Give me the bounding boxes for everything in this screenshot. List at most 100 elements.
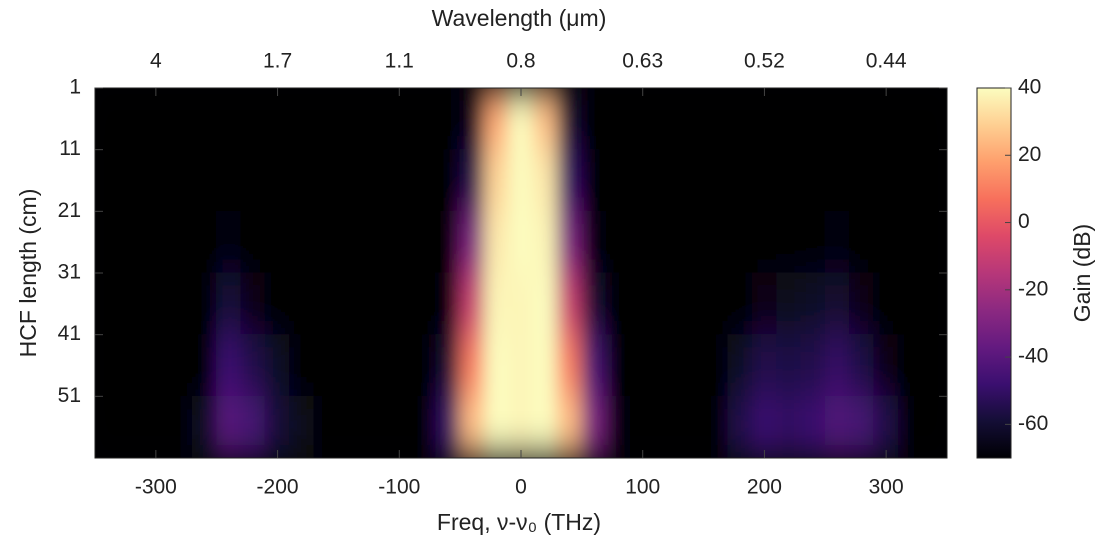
x2-tick-label: 0.44 xyxy=(866,50,907,73)
heatmap-cell xyxy=(630,149,656,212)
heatmap-cell xyxy=(776,395,802,458)
heatmap-cell xyxy=(289,210,315,274)
heatmap-cell xyxy=(727,149,753,212)
heatmap-cell xyxy=(216,334,242,397)
heatmap-cell xyxy=(167,272,193,336)
heatmap-cell xyxy=(678,272,705,336)
heatmap-cell xyxy=(654,272,680,336)
heatmap-cell xyxy=(95,272,120,336)
x-tick-label: 0 xyxy=(515,476,527,499)
heatmap-cell xyxy=(337,88,364,151)
heatmap-cell xyxy=(459,334,485,397)
heatmap-cell xyxy=(118,149,145,212)
heatmap-cell xyxy=(654,210,680,274)
heatmap-cell xyxy=(313,149,339,212)
heatmap-cell xyxy=(800,272,826,336)
heatmap-cell xyxy=(703,149,729,212)
x-tick-label: 100 xyxy=(625,476,660,499)
heatmap-cell xyxy=(386,395,412,458)
heatmap-cell xyxy=(386,88,412,151)
heatmap-cell xyxy=(289,149,315,212)
heatmap-cell xyxy=(459,210,485,274)
x2-tick-label: 0.8 xyxy=(506,50,535,73)
heatmap-cell xyxy=(216,272,242,336)
heatmap-cell xyxy=(849,334,875,397)
heatmap-cell xyxy=(897,149,924,212)
heatmap-cell xyxy=(532,88,559,151)
heatmap-cell xyxy=(143,149,169,212)
heatmap-cell xyxy=(727,88,753,151)
y-tick-label: 21 xyxy=(58,199,81,222)
heatmap-cell xyxy=(605,88,632,151)
heatmap-cell xyxy=(922,149,947,212)
heatmap-cell xyxy=(118,334,145,397)
x2-tick-label: 0.63 xyxy=(622,50,663,73)
heatmap-cell xyxy=(410,272,437,336)
heatmap-cell xyxy=(216,149,242,212)
heatmap-cell xyxy=(95,334,120,397)
heatmap-cell xyxy=(216,210,242,274)
y-tick-label: 1 xyxy=(69,76,81,99)
heatmap-cell xyxy=(776,149,802,212)
heatmap-cell xyxy=(362,88,388,151)
heatmap-cell xyxy=(435,88,461,151)
heatmap-cell xyxy=(386,334,412,397)
heatmap-cell xyxy=(605,272,632,336)
heatmap-cell xyxy=(289,88,315,151)
heatmap-cell xyxy=(240,334,266,397)
heatmap-cell xyxy=(118,395,145,458)
heatmap-cell xyxy=(264,272,291,336)
heatmap-cell xyxy=(654,149,680,212)
heatmap-cell xyxy=(313,88,339,151)
heatmap-cell xyxy=(605,334,632,397)
x-tick-label: 300 xyxy=(869,476,904,499)
heatmap-cell xyxy=(751,88,778,151)
heatmap-cell xyxy=(410,149,437,212)
heatmap-cell xyxy=(703,272,729,336)
heatmap-cell xyxy=(703,395,729,458)
heatmap-cell xyxy=(362,395,388,458)
heatmap-cell xyxy=(264,395,291,458)
heatmap-cell xyxy=(362,210,388,274)
heatmap-cell xyxy=(337,210,364,274)
heatmap-cell xyxy=(849,272,875,336)
colorbar-tick-label: -20 xyxy=(1018,277,1048,300)
heatmap-cell xyxy=(581,88,607,151)
heatmap-cell xyxy=(873,395,899,458)
heatmap-cell xyxy=(922,210,947,274)
heatmap-cell xyxy=(557,210,583,274)
y-tick-label: 41 xyxy=(58,322,81,345)
heatmap-cell xyxy=(459,395,485,458)
heatmap-cell xyxy=(240,88,266,151)
heatmap-cell xyxy=(508,210,534,274)
heatmap-cell xyxy=(483,88,510,151)
x2-tick-label: 1.7 xyxy=(263,50,292,73)
heatmap-cell xyxy=(776,88,802,151)
heatmap-cell xyxy=(800,149,826,212)
heatmap-cell xyxy=(95,88,120,151)
heatmap-cell xyxy=(678,149,705,212)
heatmap-cell xyxy=(557,88,583,151)
heatmap-cell xyxy=(873,88,899,151)
heatmap-cell xyxy=(581,334,607,397)
heatmap-cell xyxy=(337,272,364,336)
heatmap-cell xyxy=(313,395,339,458)
x-tick-label: -200 xyxy=(257,476,299,499)
heatmap-cell xyxy=(386,210,412,274)
heatmap-cell xyxy=(849,395,875,458)
heatmap-cell xyxy=(557,334,583,397)
heatmap-cell xyxy=(751,395,778,458)
x2-tick-label: 1.1 xyxy=(385,50,414,73)
heatmap-cell xyxy=(630,88,656,151)
heatmap-cell xyxy=(362,334,388,397)
heatmap-cell xyxy=(191,395,218,458)
heatmap-cell xyxy=(95,149,120,212)
heatmap-cell xyxy=(508,395,534,458)
heatmap-cell xyxy=(459,272,485,336)
heatmap-cell xyxy=(532,149,559,212)
colorbar-tick-label: -40 xyxy=(1018,345,1048,368)
heatmap-cell xyxy=(143,88,169,151)
heatmap-cell xyxy=(337,395,364,458)
heatmap-cell xyxy=(678,395,705,458)
heatmap-cell xyxy=(897,334,924,397)
